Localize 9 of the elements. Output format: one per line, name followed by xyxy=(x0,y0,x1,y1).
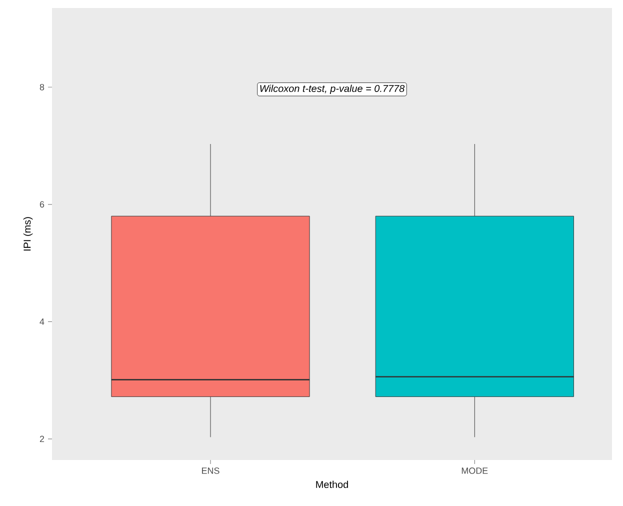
annotation: Wilcoxon t-test, p-value = 0.7778 xyxy=(260,84,405,94)
y-tick-label: 4 xyxy=(40,318,44,325)
y-tick-label: 8 xyxy=(40,84,44,90)
y-axis-title: IPI (ms) xyxy=(23,217,33,251)
y-tick-label: 6 xyxy=(40,201,44,208)
y-tick-label: 2 xyxy=(40,436,44,442)
x-tick-label: ENS xyxy=(202,468,220,474)
x-tick-label: MODE xyxy=(462,468,488,474)
x-axis-title: Method xyxy=(316,480,348,488)
